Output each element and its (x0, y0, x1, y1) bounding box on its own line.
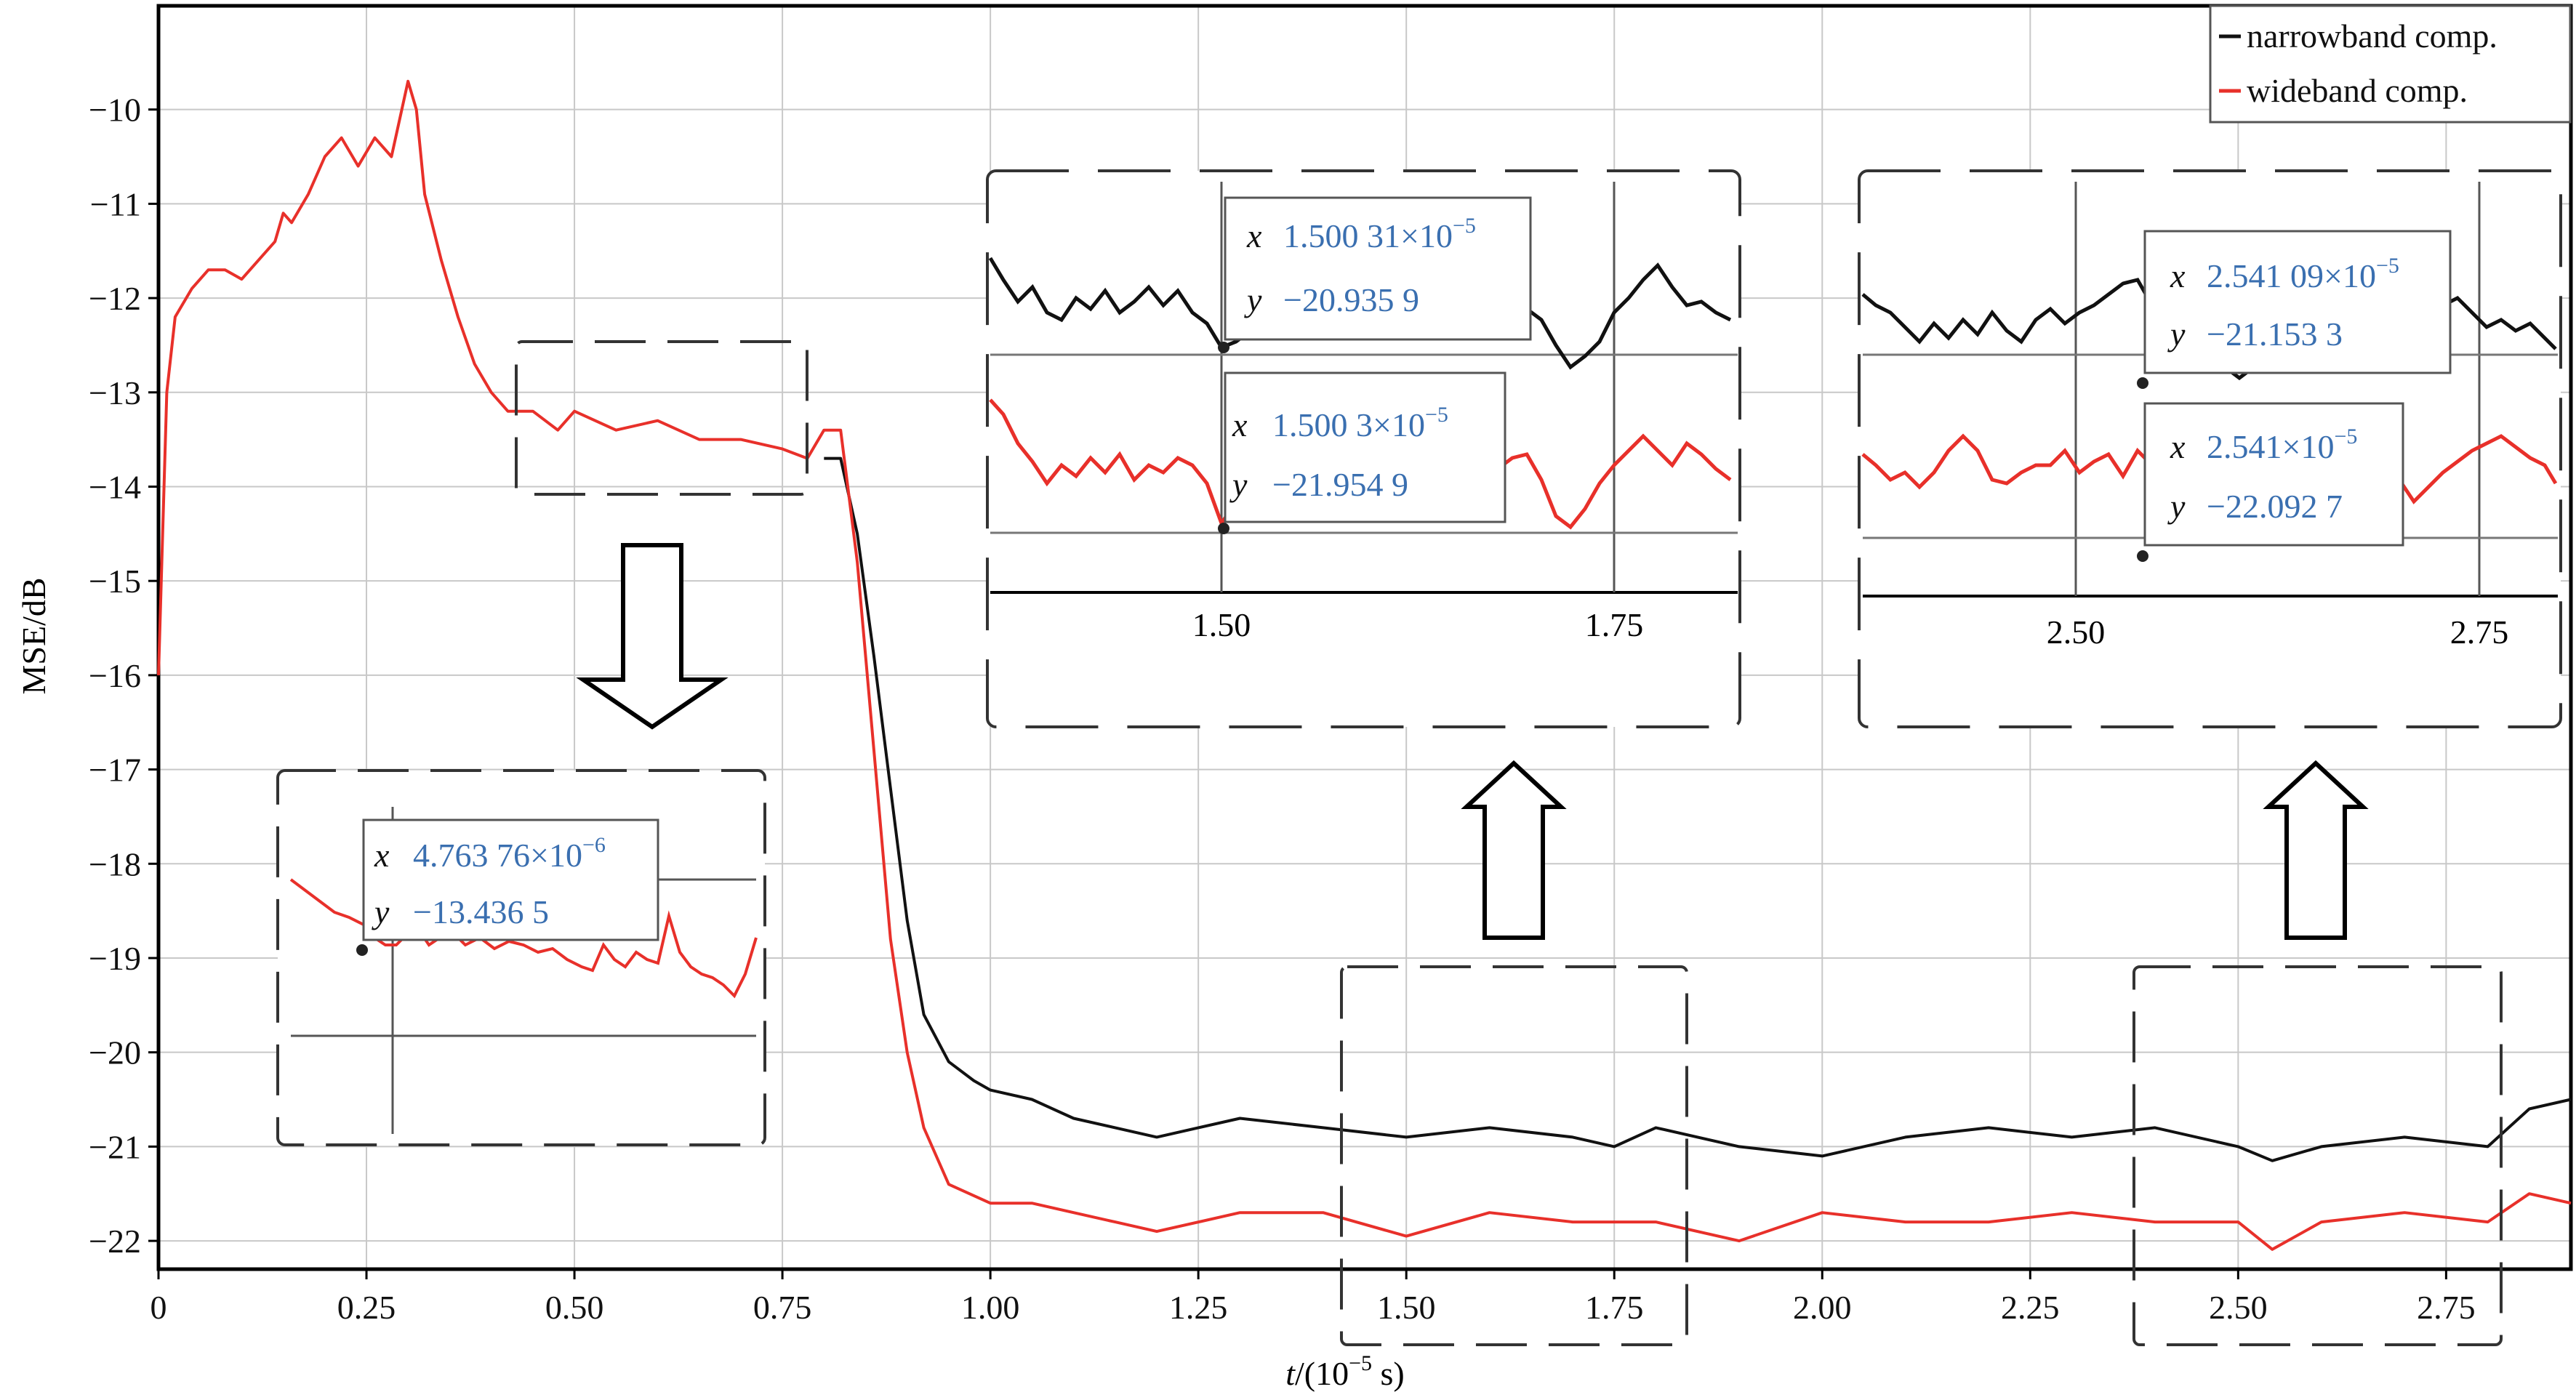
readout-1-y-value: −13.436 5 (413, 893, 549, 930)
readout-4-x-label: x (2170, 257, 2186, 294)
readout-1: x 4.763 76×10−6 y −13.436 5 (372, 822, 614, 930)
readout-3-x-label: x (1232, 406, 1248, 443)
zoom-region-markers (515, 340, 2503, 1346)
inset-150-tick-150: 1.50 (1192, 606, 1251, 643)
inset-254-cursor-narrowband (2137, 377, 2148, 389)
readout-4-x-value: 2.541 09×10 (2207, 257, 2376, 294)
x-tick-label: 1.75 (1585, 1289, 1644, 1326)
readout-1-y-label: y (372, 893, 390, 930)
readout-3: x 1.500 3×10−5 y −21.954 9 (1229, 392, 1456, 503)
inset-150-cursor-narrowband (1218, 342, 1229, 353)
readout-2-x-value: 1.500 31×10 (1283, 217, 1453, 254)
y-tick-label: −19 (89, 940, 141, 977)
series-line-narrowband (824, 456, 2572, 1162)
readout-2-y-label: y (1244, 281, 1262, 318)
x-tick-label: 2.75 (2417, 1289, 2476, 1326)
readout-5-x-exp: −5 (2334, 425, 2357, 448)
y-tick-label: −14 (89, 468, 141, 505)
y-tick-label: −15 (89, 563, 141, 600)
inset-254-cursor-wideband (2137, 550, 2148, 562)
readout-5-y-label: y (2167, 488, 2186, 525)
readout-5-x-label: x (2170, 428, 2186, 465)
y-tick-label: −16 (89, 657, 141, 694)
y-tick-label: −11 (90, 185, 141, 222)
readout-3-x-exp: −5 (1425, 403, 1448, 427)
x-tick-label: 1.50 (1377, 1289, 1436, 1326)
readout-4-y-value: −21.153 3 (2207, 315, 2343, 353)
y-tick-label: −12 (89, 280, 141, 317)
inset-peak: x 4.763 76×10−6 y −13.436 5 (276, 769, 766, 1146)
x-axis-label-tail: s) (1372, 1355, 1405, 1392)
x-axis-label-exp: −5 (1349, 1351, 1372, 1375)
arrow-up-icon-right (2263, 760, 2369, 940)
readout-1-x-label: x (374, 837, 390, 874)
readout-5: x 2.541×10−5 y −22.092 7 (2167, 414, 2366, 525)
readout-5-y-value: −22.092 7 (2207, 488, 2343, 525)
y-tick-label: −20 (89, 1034, 141, 1071)
x-tick-label: 2.25 (2001, 1289, 2060, 1326)
arrow-down-icon (576, 543, 729, 730)
x-tick-label: 2.00 (1793, 1289, 1852, 1326)
y-tick-label: −18 (89, 845, 141, 882)
readout-2-x-exp: −5 (1453, 214, 1476, 238)
inset-peak-cursor (356, 944, 368, 956)
arrow-up-icon-left (1461, 760, 1567, 940)
readout-1-x-value: 4.763 76×10 (413, 837, 582, 874)
x-tick-label: 0 (151, 1289, 167, 1326)
readout-4-y-label: y (2167, 315, 2186, 353)
readout-1-x-exp: −6 (582, 833, 606, 857)
readout-4: x 2.541 09×10−5 y −21.153 3 (2167, 243, 2407, 353)
readout-5-x-value: 2.541×10 (2207, 428, 2334, 465)
x-tick-label: 0.50 (545, 1289, 604, 1326)
y-axis-label: MSE/dB (15, 577, 52, 694)
x-axis-label: t/(10−5 s) (1285, 1351, 1405, 1392)
y-tick-label: −10 (89, 92, 141, 129)
readout-box-3 (1224, 371, 1506, 523)
y-tick-label: −17 (89, 752, 141, 789)
legend-label-narrowband: narrowband comp. (2247, 17, 2497, 55)
y-tick-label: −22 (89, 1223, 141, 1260)
legend-label-wideband: wideband comp. (2247, 72, 2468, 109)
inset-254: x 2.541 09×10−5 y −21.153 3 x 2.541×10−5… (1858, 169, 2562, 728)
inset-150: x 1.500 31×10−5 y −20.935 9 x 1.500 3×10… (986, 169, 1741, 728)
readout-3-x-value: 1.500 3×10 (1272, 406, 1425, 443)
inset-254-tick-275: 2.75 (2450, 613, 2509, 651)
inset-254-tick-250: 2.50 (2047, 613, 2106, 651)
x-axis-label-unit: /(10 (1295, 1355, 1349, 1392)
y-tick-label: −21 (89, 1128, 141, 1165)
zoom-region-254 (2132, 965, 2503, 1346)
readout-box-5 (2143, 402, 2404, 547)
readout-2-y-value: −20.935 9 (1283, 281, 1419, 318)
readout-box-2 (1224, 196, 1532, 341)
y-axis-ticks: −10 −11 −12 −13 −14 −15 −16 −17 −18 −19 −20 −21 −22 (89, 92, 159, 1260)
x-axis-label-var: t (1285, 1355, 1296, 1392)
readout-box-1 (362, 818, 659, 941)
x-tick-label: 0.75 (753, 1289, 812, 1326)
legend-box (2209, 4, 2572, 124)
legend: narrowband comp. wideband comp. (2209, 4, 2572, 124)
x-tick-label: 0.25 (337, 1289, 396, 1326)
x-tick-label: 2.50 (2209, 1289, 2268, 1326)
y-tick-label: −13 (89, 374, 141, 411)
x-axis-ticks: 0 0.25 0.50 0.75 1.00 1.25 1.50 1.75 2.00 2.25 2.5… (151, 1269, 2476, 1326)
zoom-region-150 (1340, 965, 1688, 1346)
readout-box-4 (2143, 230, 2452, 374)
readout-3-y-label: y (1229, 466, 1248, 503)
series-layer (157, 79, 2572, 1251)
x-tick-label: 1.25 (1169, 1289, 1228, 1326)
readout-4-x-exp: −5 (2376, 254, 2399, 278)
readout-3-y-value: −21.954 9 (1272, 466, 1408, 503)
inset-150-tick-175: 1.75 (1585, 606, 1644, 643)
readout-2-x-label: x (1246, 217, 1262, 254)
inset-150-cursor-wideband (1218, 523, 1229, 534)
arrows (576, 543, 2369, 940)
series-line-wideband (157, 79, 2572, 1251)
readout-2: x 1.500 31×10−5 y −20.935 9 (1244, 203, 1484, 318)
x-tick-label: 1.00 (961, 1289, 1020, 1326)
